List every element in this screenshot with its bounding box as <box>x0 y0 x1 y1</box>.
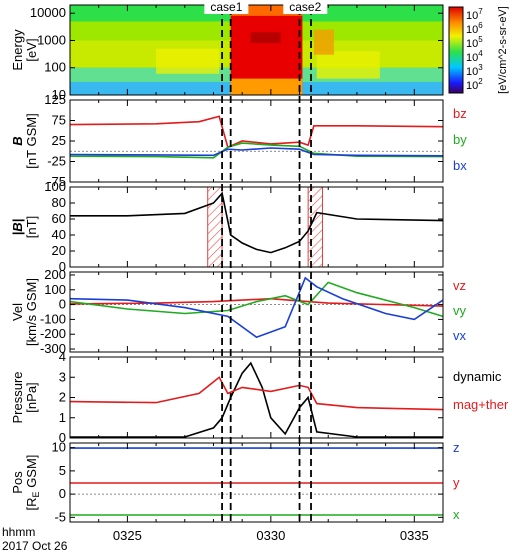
y-tick-label-btot: 0 <box>59 259 66 274</box>
legend-entry-b: bz <box>453 106 467 121</box>
plot-frame-vel <box>69 271 444 353</box>
y-tick-label-pressure: 4 <box>59 349 66 364</box>
legend-entry-pos: z <box>453 440 460 455</box>
y-axis-label-energy: [eV] <box>24 38 39 61</box>
y-tick-label-energy: 1000 <box>37 32 66 47</box>
highlight-box <box>207 186 223 268</box>
plot-frame-pressure <box>69 356 444 439</box>
legend-entry-b: bx <box>453 158 467 173</box>
y-axis-label-pressure: Pressure <box>10 371 25 423</box>
legend-entry-vel: vy <box>453 303 467 318</box>
y-tick-label-pos: 10 <box>52 440 66 455</box>
event-label-bg <box>283 0 328 14</box>
y-tick-label-vel: -100 <box>40 311 66 326</box>
legend-entry-vel: vz <box>453 278 466 293</box>
y-tick-label-b: -25 <box>47 154 66 169</box>
legend-entry-magther: mag+ther <box>453 397 509 412</box>
y-axis-label-b: B <box>10 136 25 145</box>
colorbar <box>448 6 464 94</box>
y-tick-label-vel: 200 <box>44 267 66 282</box>
y-tick-label-vel: 100 <box>44 282 66 297</box>
colorbar-label: [eV/cm^2-s-sr-eV] <box>497 6 509 94</box>
y-tick-label-energy: 100 <box>44 60 66 75</box>
plot-frame-b <box>69 99 444 183</box>
legend-entry-vel: vx <box>453 328 467 343</box>
y-tick-label-b: 75 <box>52 113 66 128</box>
x-axis-label-time: hhmm <box>2 525 35 539</box>
y-axis-label-btot: [nT] <box>24 216 39 238</box>
spectrogram-patch <box>316 51 380 79</box>
x-axis-label-date: 2017 Oct 26 <box>2 539 68 553</box>
y-tick-label-pressure: 1 <box>59 410 66 425</box>
colorbar-tick-label: 107 <box>466 7 483 22</box>
spectrogram-high-top <box>230 5 303 16</box>
y-axis-label-vel: Vel <box>10 303 25 321</box>
plot-frame-energy <box>69 4 444 96</box>
y-tick-label-energy: 10 <box>52 87 66 102</box>
y-tick-label-vel: -200 <box>40 326 66 341</box>
series-line-btot-0 <box>70 191 444 254</box>
event-label-case1: case1 <box>210 0 242 14</box>
y-tick-label-b: 125 <box>44 92 66 107</box>
colorbar-tick-label: 105 <box>466 35 483 50</box>
x-tick-label: 0330 <box>256 528 285 543</box>
series-line-pressure-mag+ther <box>69 376 444 411</box>
y-axis-label-vel: [km/s GSM] <box>24 278 39 346</box>
x-tick-label: 0325 <box>113 528 142 543</box>
spectrogram-peak <box>250 32 281 44</box>
plot-frame-btot <box>69 186 444 268</box>
y-axis-label-b: [nT GSM] <box>24 113 39 168</box>
event-label-case2: case2 <box>289 0 321 14</box>
spectrogram-patch <box>156 48 220 74</box>
x-tick-label: 0335 <box>400 528 429 543</box>
y-axis-label-energy: Energy <box>10 29 25 71</box>
y-tick-label-pressure: 2 <box>59 390 66 405</box>
colorbar-tick-label: 102 <box>466 77 483 92</box>
spectrogram <box>70 5 443 95</box>
colorbar-tick-label: 103 <box>466 63 483 78</box>
colorbar-tick-label: 106 <box>466 21 483 36</box>
series-line-vel-vx <box>69 276 444 339</box>
y-tick-label-b: -75 <box>47 174 66 189</box>
y-tick-label-pos: 5 <box>59 463 66 478</box>
y-axis-label-pos: Pos <box>10 471 25 494</box>
y-tick-label-vel: 0 <box>59 297 66 312</box>
y-tick-label-btot: 80 <box>52 195 66 210</box>
y-tick-label-pos: 0 <box>59 486 66 501</box>
spectrogram-patch <box>313 29 334 55</box>
y-tick-label-pressure: 3 <box>59 369 66 384</box>
y-tick-label-btot: 40 <box>52 227 66 242</box>
y-tick-label-btot: 20 <box>52 243 66 258</box>
event-label-bg <box>204 0 249 14</box>
series-line-b-bx <box>69 147 444 157</box>
y-tick-label-energy: 10000 <box>30 5 66 20</box>
legend-entry-pos: x <box>453 507 460 522</box>
y-axis-label-pos-units: [RE GSM] <box>24 455 41 511</box>
y-axis-label-btot: |B| <box>10 219 25 236</box>
y-tick-label-vel: -300 <box>40 341 66 356</box>
y-tick-label-b: 25 <box>52 133 66 148</box>
y-tick-label-pos: -5 <box>54 509 66 524</box>
legend-entry-pos: y <box>453 475 460 490</box>
colorbar-tick-label: 104 <box>466 49 483 64</box>
legend-entry-b: by <box>453 132 467 147</box>
y-tick-label-btot: 100 <box>44 179 66 194</box>
spectrogram-high-low <box>230 78 303 95</box>
y-tick-label-btot: 60 <box>52 211 66 226</box>
series-line-pressure-dynamic <box>70 361 443 438</box>
legend-entry-dynamic: dynamic <box>453 369 502 384</box>
y-axis-label-pressure: [nPa] <box>24 382 39 412</box>
series-line-b-bz <box>69 115 444 149</box>
y-tick-label-pressure: 0 <box>59 430 66 445</box>
plot-frame-pos <box>69 442 444 523</box>
